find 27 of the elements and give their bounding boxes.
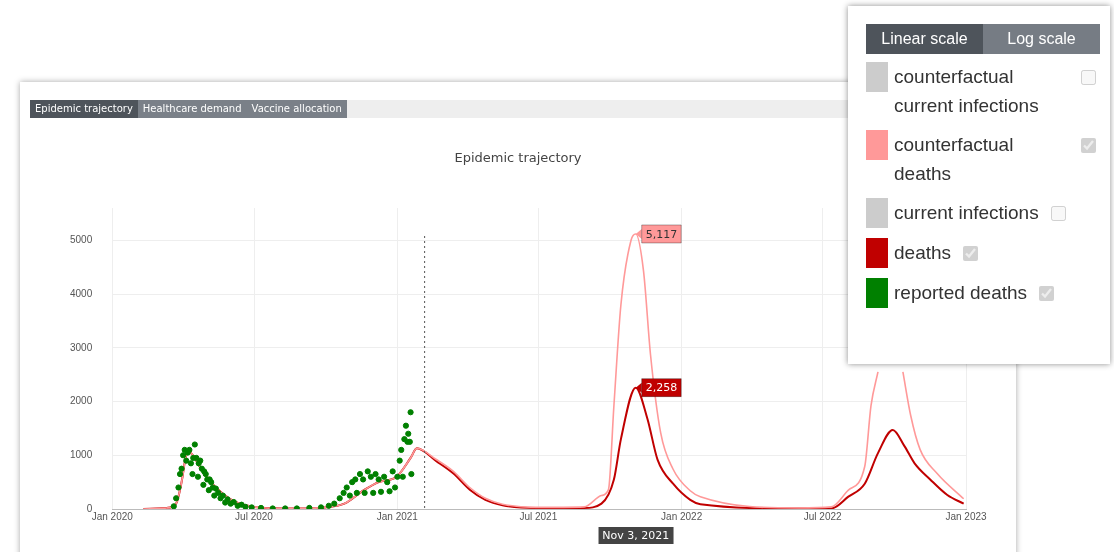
- x-tick-label: Jul 2020: [235, 510, 274, 522]
- text: Vaccine allocation: [246, 100, 347, 118]
- y-tick-label: 5000: [70, 234, 93, 245]
- legend-label: current infections: [894, 201, 1039, 225]
- legend-label: counterfactual current infections: [894, 65, 1040, 118]
- text: Log scale: [983, 24, 1100, 54]
- x-tick-label: Jan 2023: [945, 510, 988, 522]
- text: Healthcare demand: [137, 100, 247, 118]
- annotation: 2,258: [645, 381, 678, 395]
- text: Nov 3, 2021: [598, 527, 674, 544]
- annotation: 5,117: [645, 227, 678, 241]
- y-tick-label: 2000: [70, 395, 93, 407]
- x-tick-label: Jan 2020: [91, 510, 134, 522]
- y-tick-label: 0: [86, 502, 93, 514]
- y-tick-label: 3000: [70, 341, 93, 353]
- x-tick-label: Jul 2021: [519, 510, 558, 522]
- y-tick-label: 4000: [70, 287, 93, 299]
- x-tick-label: Jul 2022: [803, 510, 843, 522]
- y-tick-label: 1000: [70, 449, 93, 460]
- legend-label: deaths: [894, 241, 952, 265]
- legend-label: reported deaths: [894, 281, 1028, 305]
- chart-title: Epidemic trajectory: [454, 150, 582, 165]
- legend-label: counterfactual deaths: [894, 133, 1015, 186]
- x-tick-label: Jan 2021: [376, 510, 419, 522]
- text: Epidemic trajectory: [30, 100, 138, 118]
- text: Linear scale: [866, 24, 983, 54]
- x-tick-label: Jan 2022: [661, 510, 703, 522]
